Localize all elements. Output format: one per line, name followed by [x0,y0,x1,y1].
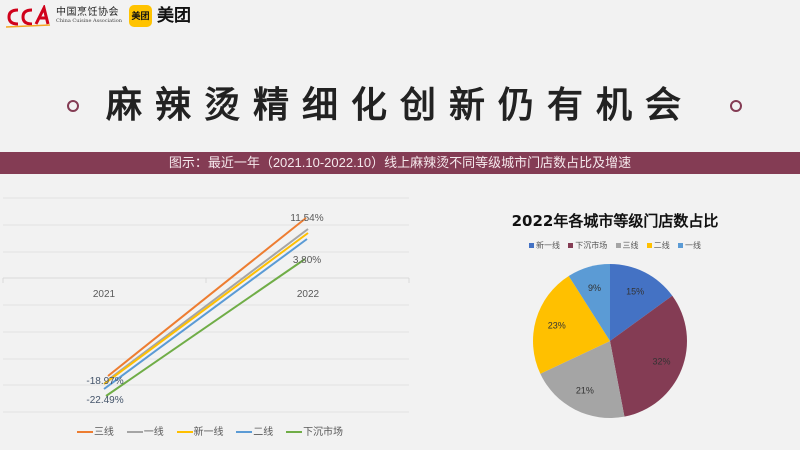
cca-name-cn: 中国烹饪协会 [56,7,119,18]
legend-label: 三线 [93,427,114,438]
category-axis-ticks [2,278,410,283]
gridlines [3,197,409,413]
cca-logo-text: 中国烹饪协会 China Cuisine Association [56,7,122,25]
right-circle-ornament-icon [730,100,742,112]
pie-chart-title: 2022年各城市等级门店数占比 [511,212,719,230]
legend-item-tier1: 一线 [126,423,164,438]
legend-label: 新一线 [193,427,224,438]
series-tier2-line [103,238,308,390]
pie-slice [610,264,673,341]
legend-label: 二线 [653,241,670,250]
x-label-2021: 2021 [93,289,116,300]
legend-label: 三线 [622,241,639,250]
legend-swatch-blue-icon [236,431,253,434]
cca-logo-icon [6,5,51,28]
pie-legend-tier1: 一线 [677,240,701,251]
legend-swatch-yellow-icon [646,243,652,249]
pie-slice [540,341,625,418]
legend-swatch-orange-icon [76,431,93,434]
legend-swatch-gray-icon [615,243,621,249]
pie-slice-label: 9% [588,283,601,293]
legend-swatch-blue-icon [677,243,683,249]
legend-item-tier3: 三线 [76,423,114,438]
pie-slice [568,264,610,341]
legend-item-lower-tier: 下沉市场 [286,423,343,438]
legend-swatch-green-icon [286,431,303,434]
meituan-logo-badge: 美团 [129,5,152,27]
pie-slice-label: 32% [653,356,671,366]
label-neg-18-97: -18.97% [86,376,123,387]
pie-slice-label: 23% [548,321,566,331]
pie-legend-lower-tier: 下沉市场 [568,240,607,251]
label-3-80: 3.80% [293,255,321,266]
pie-chart-legend: 新一线 下沉市场 三线 二线 一线 [490,240,740,251]
legend-swatch-gray-icon [126,431,143,434]
legend-item-tier2: 二线 [236,423,273,438]
label-neg-22-49: -22.49% [86,395,123,406]
page-title: 麻辣烫精细化创新仍有机会 [105,85,694,126]
pie-legend-new-tier1: 新一线 [529,240,560,251]
label-11-54: 11.54% [290,213,323,224]
pie-legend-tier3: 三线 [615,240,639,251]
legend-label: 下沉市场 [303,427,344,438]
legend-label: 一线 [143,427,164,438]
left-circle-ornament-icon [67,100,79,112]
legend-swatch-maroon-icon [568,243,574,249]
pie-slice-label: 21% [576,385,594,395]
legend-label: 二线 [253,427,274,438]
meituan-logo-text: 美团 [157,6,191,26]
legend-item-new-tier1: 新一线 [176,423,224,438]
legend-swatch-yellow-icon [176,431,193,434]
caption-banner: 图示：最近一年（2021.10-2022.10）线上麻辣烫不同等级城市门店数占比… [0,152,800,174]
series-lower-tier-line [105,258,306,397]
line-series [103,217,309,397]
x-label-2022: 2022 [297,289,320,300]
legend-label: 下沉市场 [575,241,608,250]
series-new-tier1-line [103,232,309,385]
cca-name-en: China Cuisine Association [56,18,122,24]
store-share-pie-chart: 15% 32% 21% 23% 9% [533,264,687,418]
pie-legend-tier2: 二线 [646,240,670,251]
series-tier3-line [107,217,307,377]
pie-slice [533,275,610,374]
line-chart-legend: 三线 一线 新一线 二线 下沉市场 [0,423,420,438]
pie-labels: 15% 32% 21% 23% 9% [548,283,671,396]
pie-slice [610,295,687,417]
series-tier1-line [107,228,309,381]
pie-slice-label: 15% [626,287,644,297]
pie-slices [533,264,687,418]
legend-swatch-dark-blue-icon [529,243,535,249]
legend-label: 新一线 [536,241,561,250]
growth-line-chart: 2021 2022 11.54% 3.80% -18.97% -22.49% [2,197,410,413]
legend-label: 一线 [684,241,701,250]
